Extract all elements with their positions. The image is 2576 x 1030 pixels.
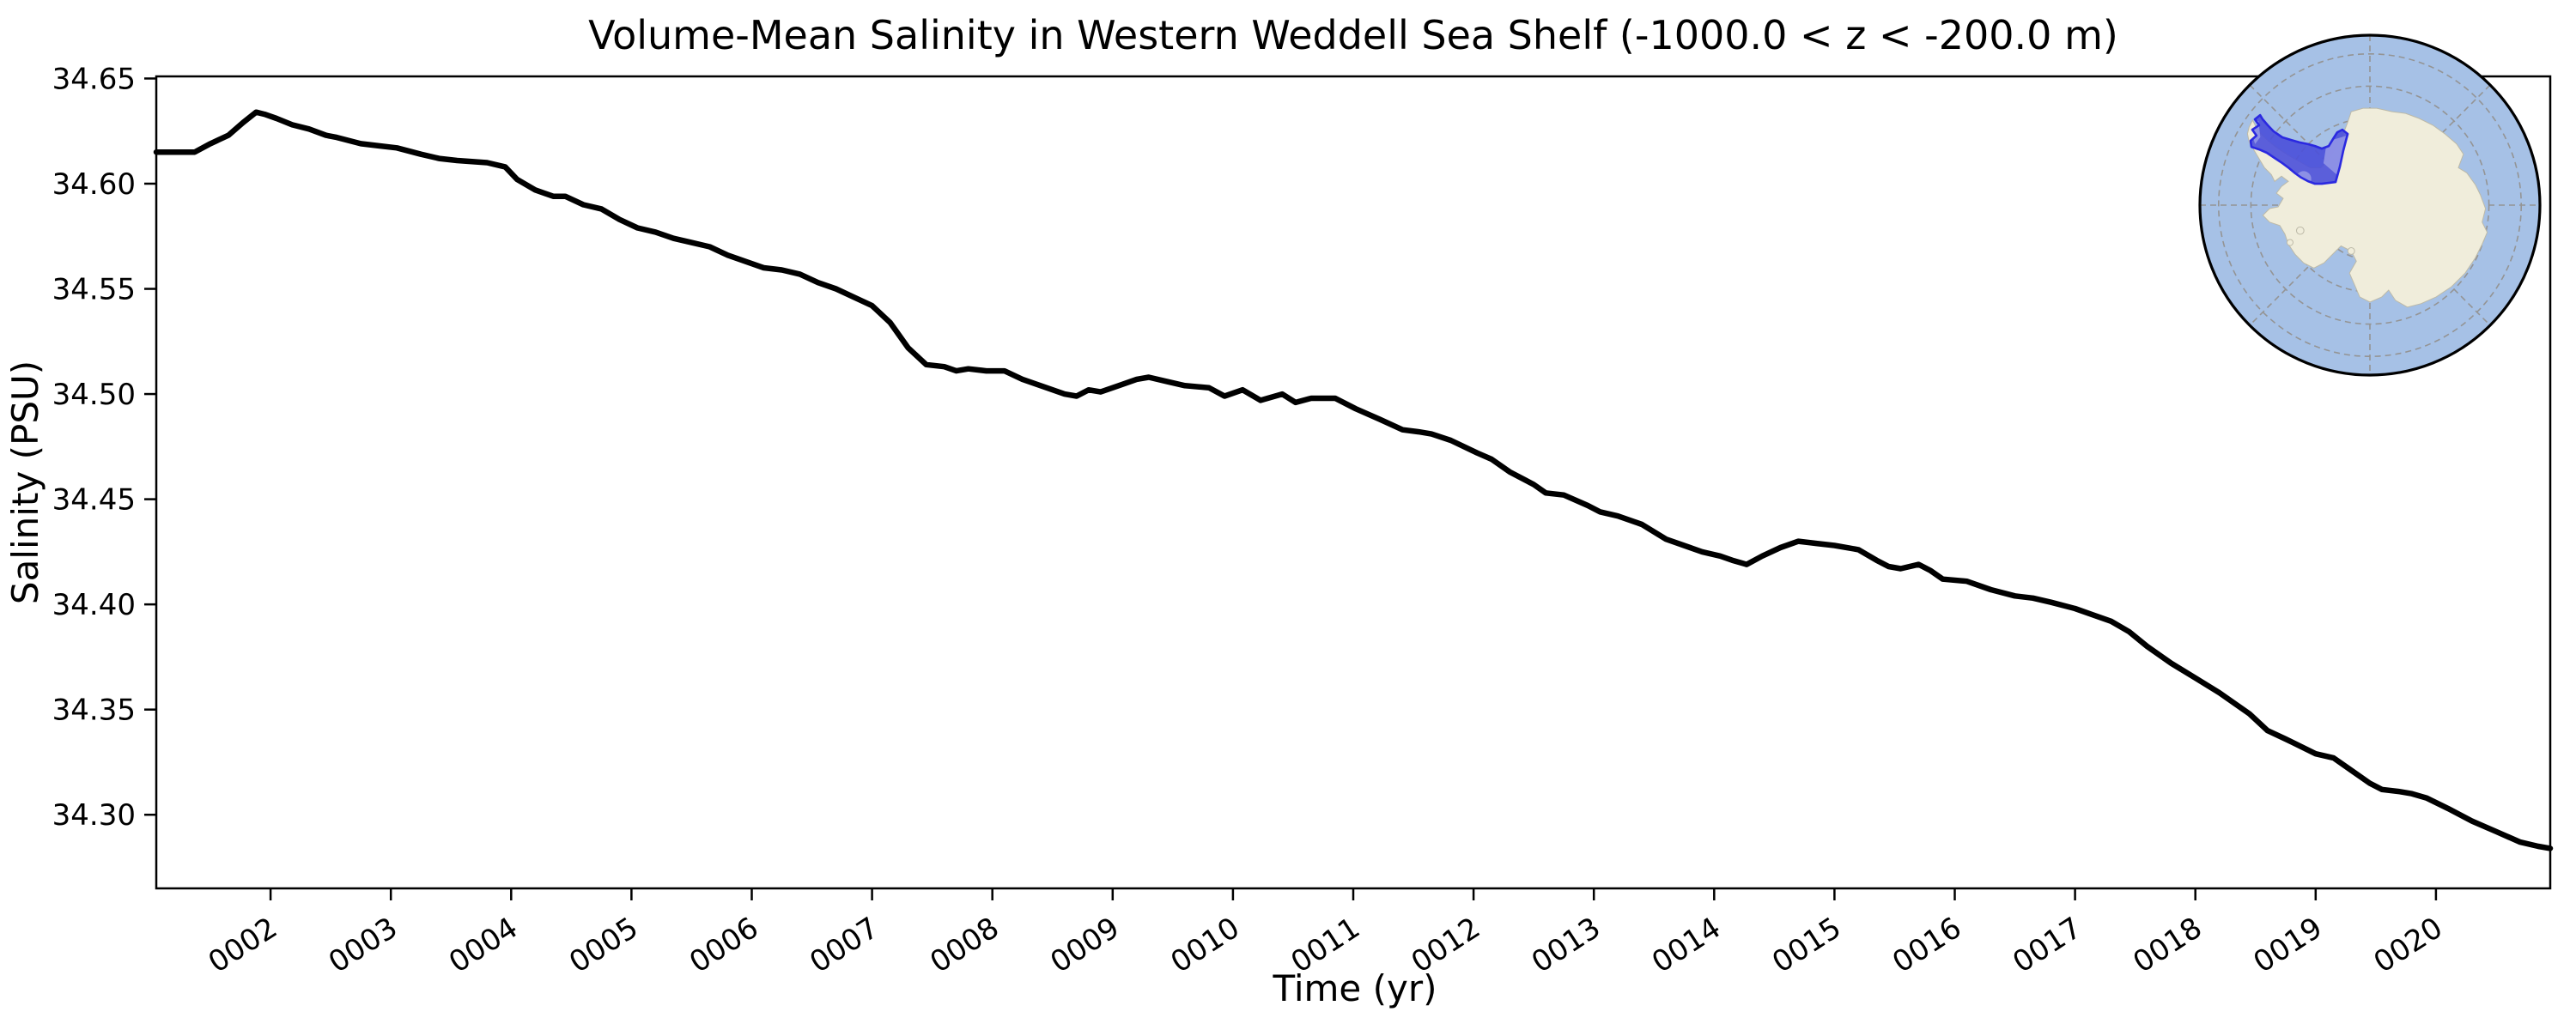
- x-tick-label: 0018: [2127, 911, 2208, 980]
- x-tick-label: 0006: [683, 911, 764, 980]
- x-tick-label: 0003: [323, 911, 404, 980]
- x-tick-label: 0005: [563, 911, 644, 980]
- y-tick-label: 34.45: [52, 483, 136, 518]
- inset-map-border: [2198, 33, 2542, 377]
- x-tick-label: 0009: [1044, 911, 1125, 980]
- plot-area: 34.30 34.35 34.40 34.45 34.50 34.55 34.60 34.65…: [52, 62, 2554, 980]
- x-axis-ticks: 0002 0003 0004 0005 0006 0007 0008 0009 0010 0011…: [203, 888, 2449, 980]
- x-tick-label: 0015: [1766, 911, 1847, 980]
- y-tick-label: 34.55: [52, 273, 136, 307]
- y-tick-label: 34.50: [52, 378, 136, 412]
- x-tick-label: 0016: [1886, 911, 1967, 980]
- y-tick-label: 34.65: [52, 62, 136, 96]
- inset-islet: [2347, 247, 2355, 255]
- inset-antarctica-landmass: [2246, 107, 2488, 308]
- inset-highlight-outline: [2249, 113, 2349, 185]
- x-tick-label: 0017: [2007, 911, 2087, 980]
- x-axis-label: Time (yr): [1272, 967, 1437, 1009]
- y-tick-label: 34.35: [52, 694, 136, 728]
- x-tick-label: 0002: [203, 911, 283, 980]
- x-tick-label: 0013: [1526, 911, 1607, 980]
- y-tick-label: 34.30: [52, 798, 136, 833]
- plot-border: [155, 75, 2552, 890]
- chart-title: Volume-Mean Salinity in Western Weddell …: [588, 12, 2118, 58]
- inset-islet: [2286, 239, 2294, 246]
- x-tick-label: 0014: [1646, 911, 1727, 980]
- y-tick-label: 34.40: [52, 588, 136, 622]
- x-tick-label: 0010: [1164, 911, 1245, 980]
- x-tick-label: 0020: [2367, 911, 2448, 980]
- y-tick-label: 34.60: [52, 167, 136, 202]
- y-axis-label: Salinity (PSU): [4, 360, 46, 604]
- x-tick-label: 0019: [2247, 911, 2328, 980]
- x-tick-label: 0008: [924, 911, 1005, 980]
- x-tick-label: 0007: [804, 911, 884, 980]
- salinity-line: [153, 109, 2554, 851]
- x-tick-label: 0004: [443, 911, 524, 980]
- inset-islet: [2295, 226, 2305, 235]
- y-axis-ticks: 34.30 34.35 34.40 34.45 34.50 34.55 34.60 34.65: [52, 62, 156, 833]
- antarctica-inset-map: [2198, 33, 2542, 377]
